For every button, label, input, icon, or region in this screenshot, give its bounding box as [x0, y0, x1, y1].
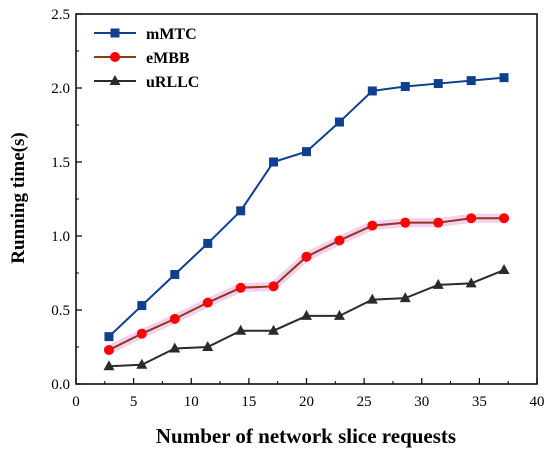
x-tick-label: 25: [357, 394, 372, 410]
data-point: [235, 282, 246, 293]
data-point: [104, 332, 114, 342]
data-point: [301, 309, 312, 320]
data-point: [499, 213, 510, 224]
legend-marker: [110, 28, 120, 38]
data-point: [466, 213, 477, 224]
legend-label: mMTC: [146, 26, 197, 43]
y-tick-label: 2.5: [51, 7, 70, 23]
x-tick-label: 35: [472, 394, 487, 410]
legend-entry-mmtc: mMTC: [94, 26, 197, 43]
axes-layer: 0 5 10 15 20 25 30 35 40 0.0 0.5 1.0 1.5 2.0 2.5: [51, 7, 544, 410]
x-tick-label: 20: [299, 394, 314, 410]
y-tick-label: 1.0: [51, 229, 70, 245]
data-point: [136, 328, 147, 339]
data-point: [433, 217, 444, 228]
y-axis-label: Running time(s): [8, 132, 29, 263]
legend-entry-urllc: uRLLC: [94, 74, 199, 91]
data-point: [103, 344, 114, 355]
x-axis-label: Number of network slice requests: [156, 424, 456, 448]
data-point: [301, 251, 312, 262]
data-point: [367, 86, 377, 96]
data-point: [268, 324, 280, 335]
data-point: [334, 117, 344, 127]
data-point: [367, 220, 378, 231]
data-point: [499, 73, 509, 83]
data-point: [400, 217, 411, 228]
data-point: [498, 264, 510, 275]
data-point: [103, 360, 115, 371]
data-point: [465, 277, 477, 288]
data-point: [268, 281, 279, 292]
legend-entry-embb: eMBB: [94, 50, 190, 67]
legend-label: eMBB: [146, 50, 190, 67]
x-tick-label: 10: [184, 394, 199, 410]
data-point: [202, 297, 213, 308]
data-point: [169, 342, 181, 353]
legend-marker: [109, 75, 121, 85]
data-point: [137, 301, 147, 311]
data-point: [136, 358, 148, 369]
legend: mMTC eMBB uRLLC: [94, 26, 199, 91]
series-mmtc: [104, 73, 509, 342]
x-tick-label: 15: [241, 394, 256, 410]
y-tick-label: 0.0: [51, 377, 70, 393]
x-tick-label: 5: [130, 394, 138, 410]
data-point: [302, 147, 311, 157]
y-tick-label: 2.0: [51, 81, 70, 97]
data-point: [235, 324, 247, 335]
legend-label: uRLLC: [146, 74, 199, 91]
data-point: [170, 269, 180, 279]
data-point: [269, 157, 279, 167]
legend-marker: [110, 52, 120, 62]
x-tick-label: 0: [72, 394, 80, 410]
y-tick-label: 1.5: [51, 155, 70, 171]
data-point: [202, 341, 214, 351]
data-point: [366, 293, 378, 304]
series-urllc: [103, 264, 510, 371]
series-embb: [103, 213, 510, 355]
data-point: [236, 206, 246, 216]
data-point: [400, 82, 410, 92]
x-tick-label: 40: [530, 394, 545, 410]
x-tick-label: 30: [414, 394, 429, 410]
data-point: [433, 79, 443, 89]
data-point: [432, 278, 444, 289]
y-tick-label: 0.5: [51, 303, 70, 319]
data-point: [466, 76, 476, 86]
series-layer: [103, 73, 510, 371]
series-line: [108, 76, 505, 338]
data-point: [334, 235, 345, 246]
data-point: [169, 313, 180, 324]
data-point: [399, 292, 411, 303]
data-point: [333, 309, 345, 320]
data-point: [203, 238, 213, 248]
